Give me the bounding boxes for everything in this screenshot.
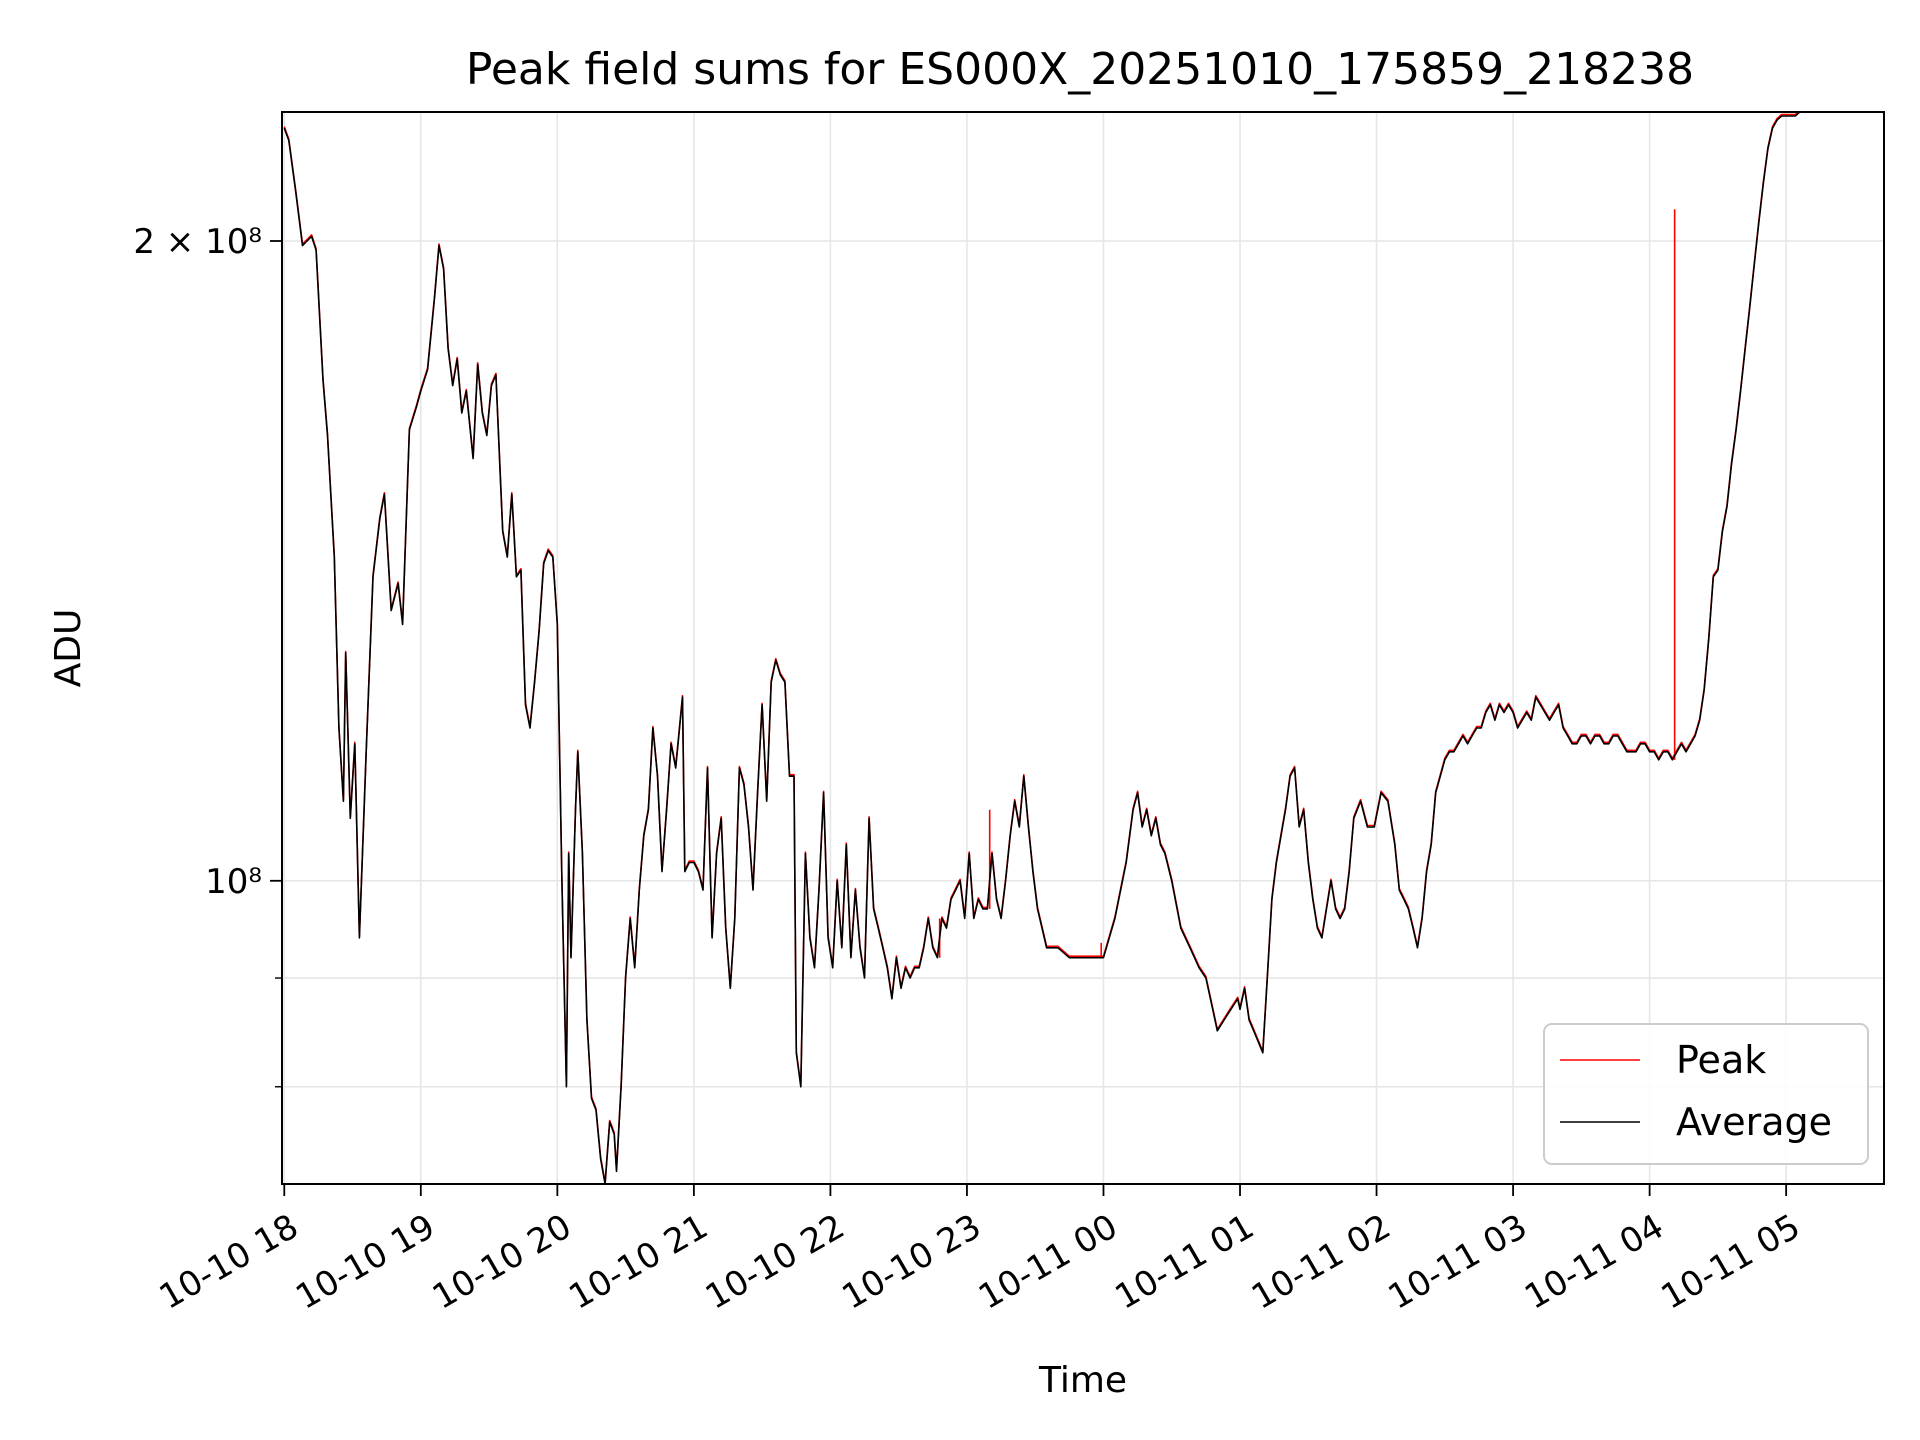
legend-box [1543,1023,1869,1165]
plot-area [283,112,1882,1184]
legend-label-peak: Peak [1676,1038,1766,1082]
series-line-average [283,112,1882,1184]
series-group [283,112,1882,1184]
y-axis-label: ADU [48,609,89,688]
legend-label-average: Average [1676,1100,1832,1144]
y-tick-label: 2 × 10⁸ [133,222,262,262]
legend: Peak Average [1543,1023,1869,1165]
x-axis-label: Time [1038,1360,1127,1401]
chart-title: Peak field sums for ES000X_20251010_1758… [466,44,1694,95]
plot-frame [281,111,1885,1185]
y-tick-label: 10⁸ [205,862,262,902]
grid [282,112,1884,1184]
